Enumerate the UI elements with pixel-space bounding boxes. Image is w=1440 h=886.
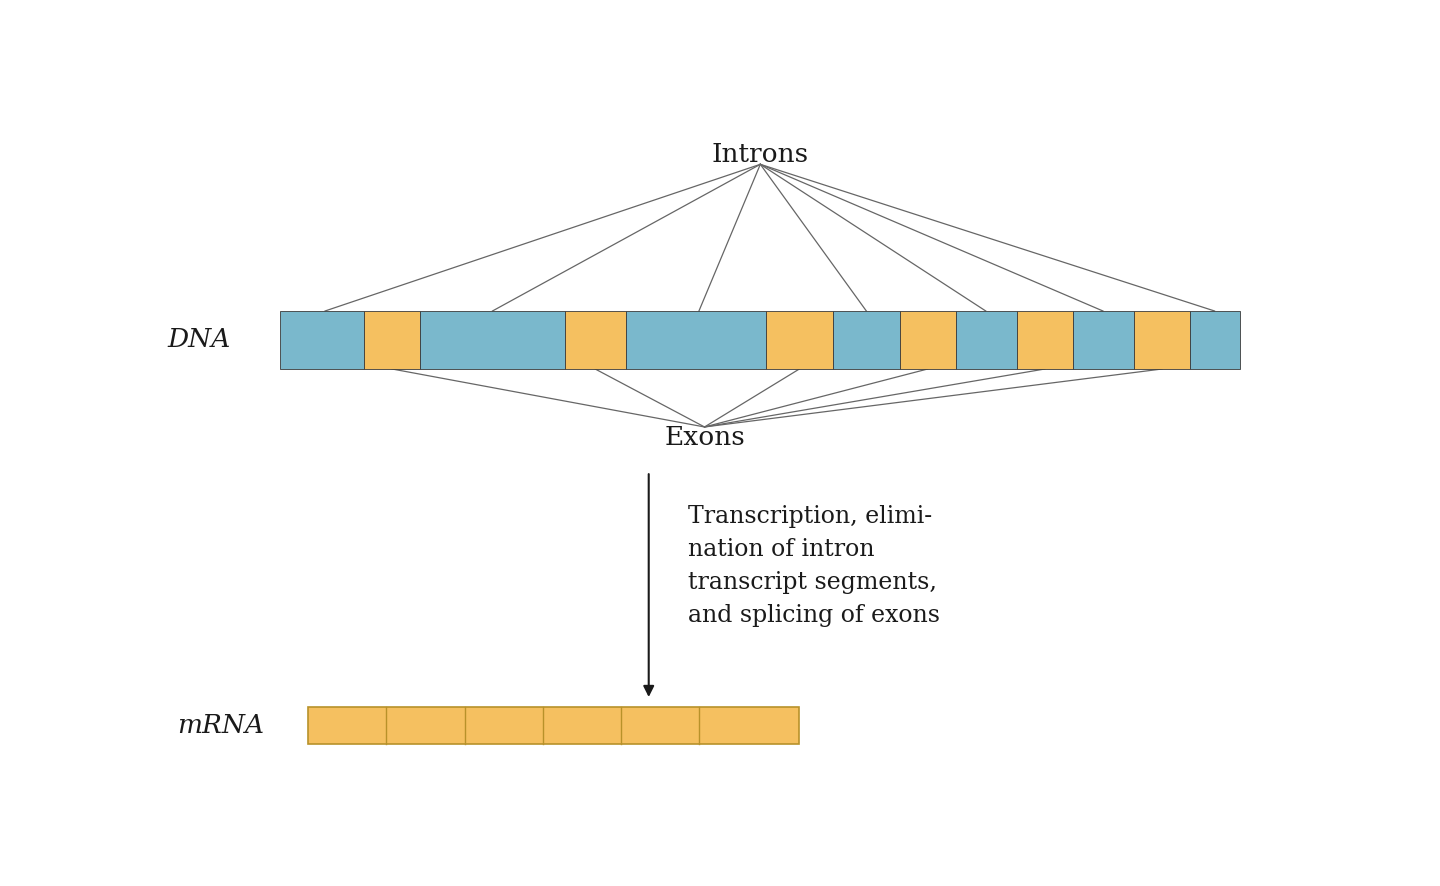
Bar	[900, 311, 956, 369]
Bar	[1189, 311, 1240, 369]
Text: Transcription, elimi-
nation of intron
transcript segments,
and splicing of exon: Transcription, elimi- nation of intron t…	[688, 505, 940, 627]
Text: Introns: Introns	[711, 142, 809, 167]
Bar	[364, 311, 420, 369]
Bar	[832, 311, 900, 369]
Bar	[1135, 311, 1189, 369]
Bar	[281, 311, 364, 369]
Text: mRNA: mRNA	[177, 713, 264, 738]
Text: Exons: Exons	[664, 424, 744, 450]
Bar	[766, 311, 832, 369]
Text: DNA: DNA	[167, 328, 230, 353]
Bar	[626, 311, 766, 369]
Bar	[564, 311, 626, 369]
Bar	[1073, 311, 1135, 369]
Bar	[1017, 311, 1073, 369]
Bar	[956, 311, 1017, 369]
Bar	[308, 707, 799, 744]
Bar	[420, 311, 564, 369]
